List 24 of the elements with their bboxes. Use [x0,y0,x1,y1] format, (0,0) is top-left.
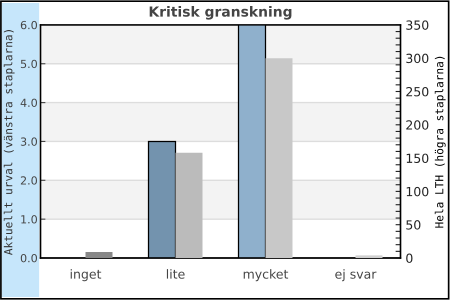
y2-tick-label: 300 [406,54,428,64]
y2-tick-label: 0 [406,253,412,263]
x-tick-label: ej svar [335,269,376,282]
y-tick-label: 1.0 [21,215,37,224]
y2-tick-label: 350 [406,20,428,30]
y-axis-title: Aktuellt urval (vänstra staplarna) [4,30,15,255]
y-tick-label: 4.0 [20,98,37,107]
y2-tick-label: 50 [406,220,420,230]
y-tick-label: 2.0 [20,176,37,185]
x-tick-label: inget [70,269,102,282]
y2-tick-label: 250 [406,86,428,96]
y2-tick-label: 150 [406,154,428,164]
y-tick-label: 6.0 [20,20,37,30]
y2-tick-label: 100 [406,186,428,196]
x-tick-label: lite [166,269,185,279]
chart-title: Kritisk granskning [150,6,292,20]
y2-tick-label: 200 [406,120,428,130]
bar [86,252,112,258]
bar [356,255,382,258]
y-tick-label: 0.0 [20,254,37,262]
x-tick-label: mycket [244,269,288,282]
y2-axis-title: Hela LTH (högra staplarna) [434,56,446,228]
y-tick-label: 3.0 [20,137,37,146]
y-tick-label: 5.0 [20,60,37,68]
